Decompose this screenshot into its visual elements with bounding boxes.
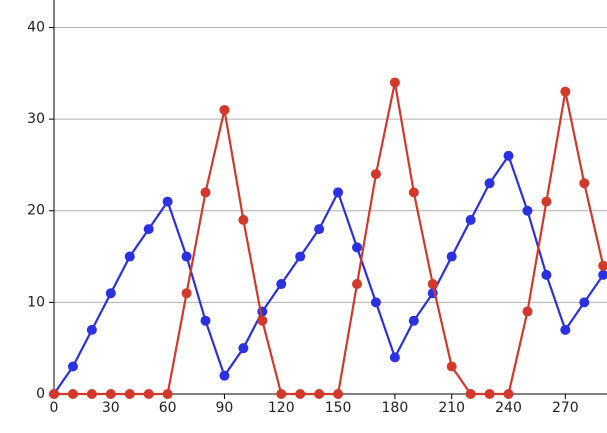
data-point (503, 150, 514, 161)
x-tick-label: 120 (268, 400, 295, 416)
data-point (333, 187, 344, 198)
data-point (522, 306, 533, 317)
data-point (276, 279, 287, 290)
data-point (370, 297, 381, 308)
y-tick-label: 20 (27, 203, 45, 219)
data-point (49, 389, 59, 399)
x-tick-label: 240 (495, 400, 522, 416)
data-point (408, 315, 419, 326)
data-point (314, 389, 325, 399)
data-point (238, 214, 249, 225)
series-line (54, 82, 605, 396)
data-point (465, 214, 476, 225)
data-point (541, 269, 552, 280)
data-point (143, 389, 154, 399)
data-point (465, 389, 476, 399)
data-point (560, 324, 571, 335)
x-tick-label: 90 (216, 400, 234, 416)
data-point (484, 178, 495, 189)
data-point (219, 370, 230, 381)
data-point (389, 352, 400, 363)
y-tick-label: 30 (27, 111, 45, 127)
data-point (181, 251, 192, 262)
x-tick-label: 0 (50, 400, 59, 416)
data-point (86, 389, 97, 399)
data-point (560, 86, 571, 97)
data-point (352, 279, 363, 290)
data-point (370, 169, 381, 180)
data-point (124, 389, 135, 399)
data-point (124, 251, 135, 262)
data-point (162, 389, 173, 399)
data-point (86, 324, 97, 335)
data-point (162, 196, 173, 207)
data-point (200, 187, 211, 198)
data-point (503, 389, 514, 399)
x-tick-label: 150 (325, 400, 352, 416)
x-tick-label: 180 (382, 400, 409, 416)
data-point (484, 389, 495, 399)
data-point (579, 297, 590, 308)
data-point (598, 269, 607, 280)
data-point (105, 389, 116, 399)
data-point (333, 389, 344, 399)
data-point (105, 288, 116, 299)
data-point (427, 279, 438, 290)
y-tick-label: 0 (36, 386, 45, 402)
data-point (143, 224, 154, 235)
data-point (522, 205, 533, 216)
x-tick-label: 270 (552, 400, 579, 416)
x-tick-label: 210 (438, 400, 465, 416)
data-point (295, 251, 306, 262)
data-point (446, 361, 457, 372)
y-tick-label: 10 (27, 294, 45, 310)
data-point (238, 343, 249, 354)
data-point (200, 315, 211, 326)
data-point (389, 77, 400, 88)
data-point (67, 389, 78, 399)
data-point (314, 224, 325, 235)
data-point (446, 251, 457, 262)
data-point (219, 104, 230, 115)
data-point (257, 315, 268, 326)
data-point (408, 187, 419, 198)
data-point (276, 389, 287, 399)
data-point (295, 389, 306, 399)
data-point (352, 242, 363, 253)
y-tick-label: 40 (27, 19, 45, 35)
series-line (53, 153, 605, 395)
x-tick-label: 60 (159, 400, 177, 416)
data-point (598, 260, 607, 271)
x-tick-label: 30 (102, 400, 120, 416)
data-point (67, 361, 78, 372)
data-point (541, 196, 552, 207)
data-point (181, 288, 192, 299)
data-point (579, 178, 590, 189)
